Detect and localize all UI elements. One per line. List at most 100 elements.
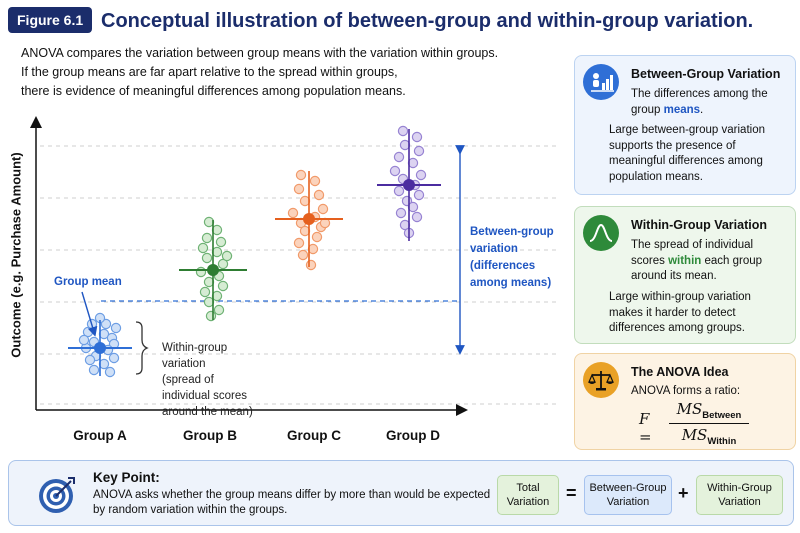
data-point <box>287 207 299 219</box>
key-point-text: ANOVA asks whether the group means diffe… <box>93 488 490 518</box>
group-d-label: Group D <box>386 428 440 443</box>
data-point <box>397 125 409 137</box>
group-markers <box>68 125 441 378</box>
data-point <box>317 203 329 215</box>
annotation-line: individual scores <box>162 390 248 402</box>
card-body: Large within-group variation makes it ha… <box>609 291 751 334</box>
intro-line: If the group means are far apart relativ… <box>21 65 398 79</box>
bell-curve-icon <box>583 215 619 251</box>
data-point <box>195 266 207 278</box>
data-point <box>205 310 217 322</box>
group-a-label: Group A <box>73 428 127 443</box>
data-point <box>108 352 120 364</box>
data-point <box>305 259 317 271</box>
box-line: Within-Group <box>707 482 772 494</box>
key-point-box: Key Point: ANOVA asks whether the group … <box>8 460 794 526</box>
subtitle-text: The spread of individual scores <box>631 239 754 267</box>
data-point <box>199 286 211 298</box>
within-variation-box: Within-Group Variation <box>696 475 783 515</box>
gridlines <box>40 145 560 405</box>
y-axis-label: Outcome (e.g. Purchase Amount) <box>8 152 24 358</box>
data-point <box>104 366 116 378</box>
data-point <box>217 258 229 270</box>
scales-icon <box>583 362 619 398</box>
card-subtitle: The differences among the group means. <box>631 87 781 118</box>
data-point <box>293 237 305 249</box>
within-group-annotation: Within-group variation (spread of indivi… <box>162 340 253 420</box>
equals-sign: = <box>566 483 577 503</box>
card-subtitle: The spread of individual scores within e… <box>631 238 771 285</box>
data-point <box>395 207 407 219</box>
within-group-card: Within-Group Variation The spread of ind… <box>574 206 796 344</box>
data-point <box>297 249 309 261</box>
fraction: MSBetween MSWithin <box>669 400 749 447</box>
figure-badge: Figure 6.1 <box>8 7 93 33</box>
group-b-label: Group B <box>183 428 237 443</box>
box-line: Variation <box>718 496 761 508</box>
target-icon <box>37 475 77 515</box>
key-point-line: by random variation within the groups. <box>93 504 288 516</box>
group-mean-marker <box>207 264 219 276</box>
data-point <box>201 232 213 244</box>
box-line: Total <box>516 482 540 494</box>
data-point <box>295 169 307 181</box>
box-line: Variation <box>606 496 650 508</box>
figure-title: Conceptual illustration of between-group… <box>101 10 754 32</box>
card-body: Large between-group variation supports t… <box>609 124 765 183</box>
data-point <box>393 151 405 163</box>
group-mean-marker <box>403 179 415 191</box>
group-b-cluster <box>179 216 247 322</box>
within-brace <box>135 321 149 375</box>
annotation-line: Within-group <box>162 342 228 354</box>
subtitle-text: The differences among the group <box>631 88 768 116</box>
ms-symbol: MS <box>681 426 708 444</box>
total-variation-box: Total Variation <box>497 475 559 515</box>
data-point <box>78 334 90 346</box>
subtitle-text: each group around its mean. <box>631 254 763 283</box>
key-point-line: ANOVA asks whether the group means diffe… <box>93 489 491 501</box>
intro-text: ANOVA compares the variation between gro… <box>21 44 561 101</box>
group-c-cluster <box>275 169 343 271</box>
data-point <box>213 304 225 316</box>
group-mean-annotation: Group mean <box>54 276 122 288</box>
data-point <box>215 236 227 248</box>
data-point <box>217 280 229 292</box>
numerator: MSBetween <box>669 400 749 424</box>
anova-idea-card: The ANOVA Idea ANOVA forms a ratio: F = … <box>574 353 796 450</box>
group-mean-marker <box>94 342 106 354</box>
between-group-annotation: Between-group variation (differences amo… <box>470 224 554 292</box>
denominator: MSWithin <box>669 424 749 447</box>
annotation-line: among means) <box>470 277 552 289</box>
data-point <box>311 231 323 243</box>
data-point <box>88 364 100 376</box>
group-a-cluster <box>68 312 132 378</box>
card-subtitle: ANOVA forms a ratio: <box>631 385 741 397</box>
data-point <box>393 185 405 197</box>
data-point <box>413 189 425 201</box>
data-point <box>411 211 423 223</box>
highlight-within: within <box>668 254 702 267</box>
ms-subscript: Between <box>702 410 742 421</box>
key-point-title: Key Point: <box>93 470 160 485</box>
ms-symbol: MS <box>676 400 703 418</box>
data-point <box>413 145 425 157</box>
highlight-means: means <box>663 103 701 116</box>
intro-line: there is evidence of meaningful differen… <box>21 84 406 98</box>
subtitle-text: . <box>700 103 704 116</box>
data-point <box>110 322 122 334</box>
annotation-line: Between-group <box>470 226 554 238</box>
annotation-line: around the mean) <box>162 406 253 418</box>
card-title: Between-Group Variation <box>631 67 781 81</box>
data-point <box>201 252 213 264</box>
group-mean-marker <box>303 213 315 225</box>
intro-line: ANOVA compares the variation between gro… <box>21 46 499 60</box>
data-point <box>197 242 209 254</box>
data-point <box>293 183 305 195</box>
data-point <box>415 169 427 181</box>
ms-subscript: Within <box>707 436 737 447</box>
f-equals: F = <box>639 410 652 446</box>
annotation-line: variation <box>162 358 206 370</box>
between-variation-box: Between-Group Variation <box>584 475 672 515</box>
data-point <box>313 189 325 201</box>
